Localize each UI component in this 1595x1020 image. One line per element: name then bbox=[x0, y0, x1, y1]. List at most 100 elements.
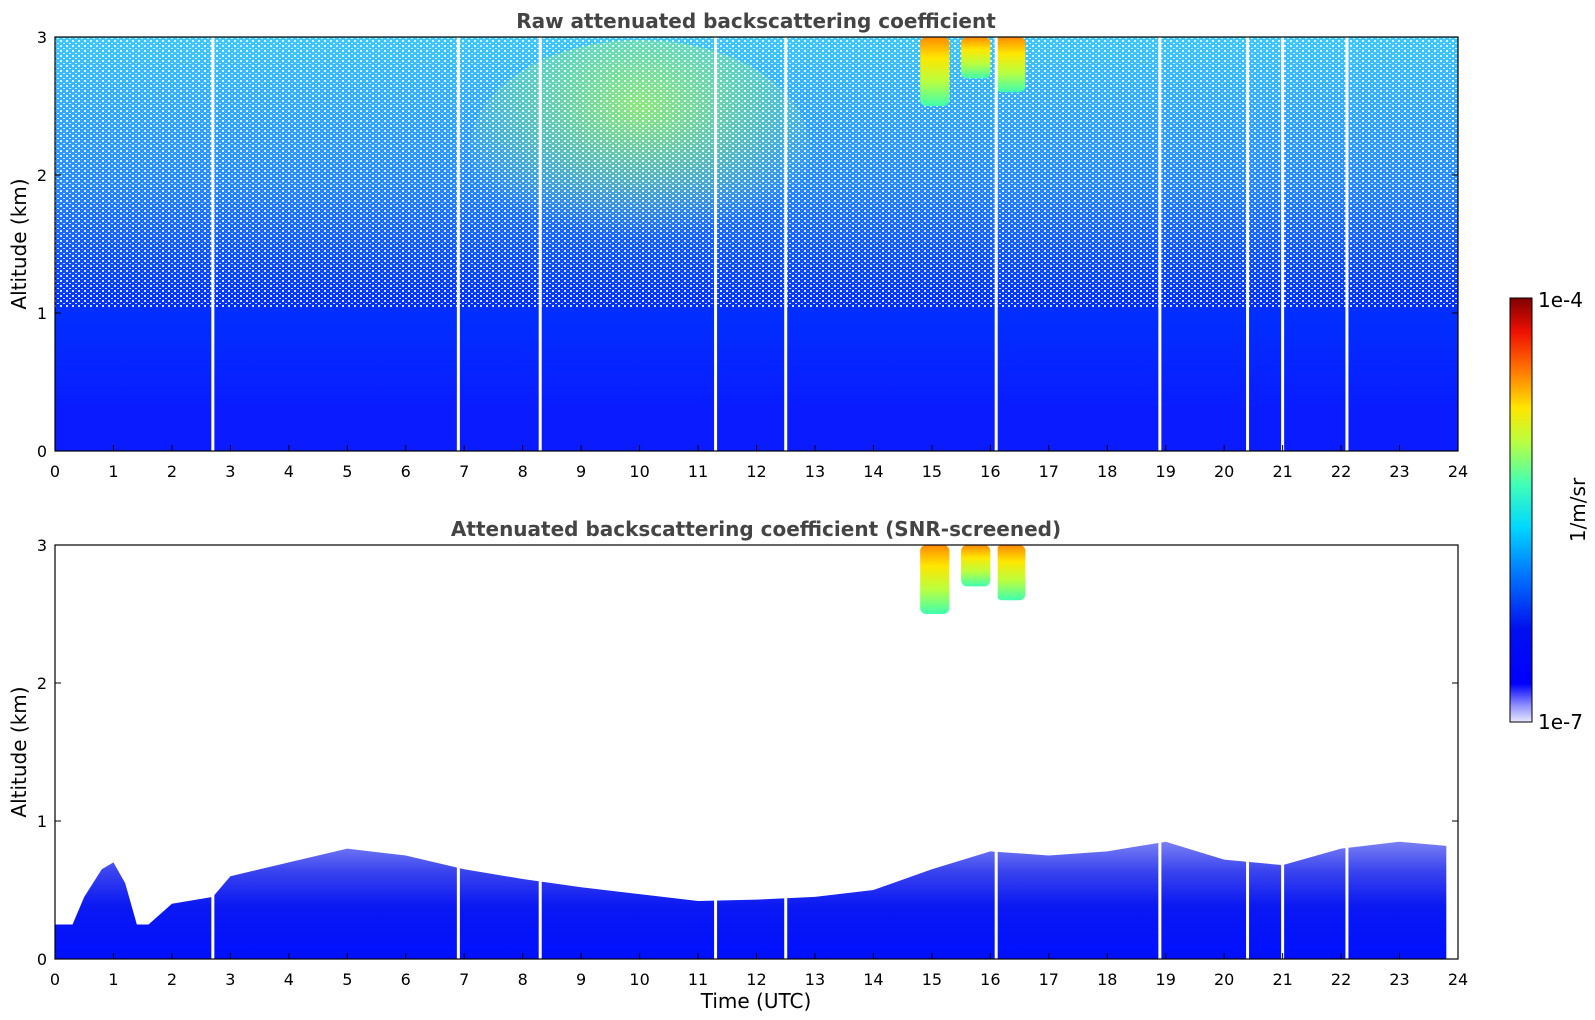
snr-axes: 0 1 2 3 4 5 6 7 8 9 10 11 12 13 14 15 16 17 18 19 20 21 22 23 24… bbox=[37, 536, 1468, 989]
raw-x-tick-label: 11 bbox=[688, 462, 708, 481]
snr-y-tick-label: 3 bbox=[37, 536, 47, 555]
raw-x-tick-label: 21 bbox=[1272, 462, 1292, 481]
raw-data-gap bbox=[1246, 37, 1250, 451]
raw-data-gap bbox=[1345, 37, 1349, 451]
snr-x-tick-label: 6 bbox=[401, 970, 411, 989]
snr-x-tick-label: 3 bbox=[225, 970, 235, 989]
raw-x-tick-label: 10 bbox=[629, 462, 649, 481]
raw-noise-speckle bbox=[55, 37, 1458, 307]
raw-cloud-layer bbox=[920, 37, 1026, 106]
colorbar-max-label: 1e-4 bbox=[1538, 288, 1583, 312]
raw-y-tick-label: 2 bbox=[37, 166, 47, 185]
raw-axes: 0 1 2 3 4 5 6 7 8 9 10 11 12 13 14 15 16 17 18 19 20 21 22 23 24… bbox=[37, 28, 1468, 481]
raw-data-gap bbox=[1281, 37, 1285, 451]
snr-x-tick-label: 2 bbox=[167, 970, 177, 989]
snr-x-tick-label: 5 bbox=[342, 970, 352, 989]
raw-x-tick-label: 20 bbox=[1214, 462, 1234, 481]
snr-y-tick-label: 1 bbox=[37, 812, 47, 831]
snr-x-tick-label: 21 bbox=[1272, 970, 1292, 989]
snr-data-gaps bbox=[211, 545, 1349, 959]
snr-data-gap bbox=[1246, 545, 1250, 959]
snr-data-gap bbox=[784, 545, 788, 959]
snr-cloud-feature bbox=[920, 545, 950, 614]
snr-data-gap bbox=[714, 545, 718, 959]
snr-x-tick-label: 4 bbox=[284, 970, 294, 989]
snr-cloud-feature bbox=[961, 545, 991, 587]
snr-x-tick-label: 11 bbox=[688, 970, 708, 989]
snr-data-gap bbox=[1345, 545, 1349, 959]
snr-x-tick-label: 16 bbox=[980, 970, 1000, 989]
snr-cloud-feature bbox=[996, 545, 1026, 601]
snr-x-tick-label: 9 bbox=[576, 970, 586, 989]
raw-data-gaps bbox=[211, 37, 1349, 451]
raw-y-tick-label: 1 bbox=[37, 304, 47, 323]
snr-y-tick-label: 0 bbox=[37, 950, 47, 969]
raw-y-tick-label: 3 bbox=[37, 28, 47, 47]
snr-panel-title: Attenuated backscattering coefficient (S… bbox=[451, 517, 1061, 541]
snr-data-gap bbox=[538, 545, 542, 959]
colorbar-min-label: 1e-7 bbox=[1538, 710, 1583, 734]
raw-x-tick-label: 23 bbox=[1389, 462, 1409, 481]
raw-data-gap bbox=[456, 37, 460, 451]
raw-x-tick-label: 13 bbox=[805, 462, 825, 481]
snr-x-tick-label: 7 bbox=[459, 970, 469, 989]
colorbar-bar bbox=[1509, 297, 1533, 723]
snr-data-gap bbox=[994, 545, 998, 959]
raw-cloud-feature bbox=[961, 37, 991, 79]
snr-heatmap bbox=[55, 545, 1447, 959]
raw-x-tick-label: 6 bbox=[401, 462, 411, 481]
snr-x-tick-label: 19 bbox=[1156, 970, 1176, 989]
raw-x-tick-label: 18 bbox=[1097, 462, 1117, 481]
colorbar-unit-label: 1/m/sr bbox=[1566, 477, 1590, 542]
raw-data-gap bbox=[538, 37, 542, 451]
snr-x-tick-label: 8 bbox=[518, 970, 528, 989]
raw-x-tick-label: 4 bbox=[284, 462, 294, 481]
raw-x-tick-label: 3 bbox=[225, 462, 235, 481]
raw-backscatter-panel: Raw attenuated backscattering coefficien… bbox=[7, 9, 1468, 481]
snr-x-tick-label: 10 bbox=[629, 970, 649, 989]
snr-x-tick-label: 0 bbox=[50, 970, 60, 989]
raw-x-tick-label: 22 bbox=[1331, 462, 1351, 481]
boundary-layer-region bbox=[55, 841, 1447, 959]
raw-y-tick-label: 0 bbox=[37, 442, 47, 461]
snr-data-gap bbox=[211, 545, 215, 959]
snr-x-tick-label: 14 bbox=[863, 970, 883, 989]
raw-data-gap bbox=[714, 37, 718, 451]
raw-heatmap bbox=[55, 37, 1458, 451]
snr-x-tick-label: 23 bbox=[1389, 970, 1409, 989]
raw-x-tick-label: 14 bbox=[863, 462, 883, 481]
raw-x-tick-label: 15 bbox=[922, 462, 942, 481]
x-axis-label: Time (UTC) bbox=[700, 989, 812, 1013]
raw-panel-title: Raw attenuated backscattering coefficien… bbox=[516, 9, 996, 33]
snr-x-tick-label: 18 bbox=[1097, 970, 1117, 989]
snr-y-tick-label: 2 bbox=[37, 674, 47, 693]
raw-x-tick-label: 9 bbox=[576, 462, 586, 481]
raw-x-tick-label: 17 bbox=[1039, 462, 1059, 481]
raw-x-tick-label: 5 bbox=[342, 462, 352, 481]
snr-x-tick-label: 17 bbox=[1039, 970, 1059, 989]
raw-data-gap bbox=[211, 37, 215, 451]
raw-cloud-feature bbox=[996, 37, 1026, 93]
raw-x-tick-label: 0 bbox=[50, 462, 60, 481]
raw-x-tick-label: 2 bbox=[167, 462, 177, 481]
snr-y-axis-label: Altitude (km) bbox=[7, 686, 31, 817]
raw-x-tick-label: 16 bbox=[980, 462, 1000, 481]
snr-x-tick-label: 15 bbox=[922, 970, 942, 989]
raw-y-axis-label: Altitude (km) bbox=[7, 178, 31, 309]
snr-data-gap bbox=[1158, 545, 1162, 959]
colorbar: 1e-4 1e-7 1/m/sr bbox=[1509, 288, 1590, 734]
raw-x-tick-label: 24 bbox=[1448, 462, 1468, 481]
raw-x-tick-label: 12 bbox=[746, 462, 766, 481]
raw-data-gap bbox=[784, 37, 788, 451]
raw-x-tick-label: 1 bbox=[108, 462, 118, 481]
snr-x-tick-label: 13 bbox=[805, 970, 825, 989]
snr-data-gap bbox=[456, 545, 460, 959]
snr-cloud-layer bbox=[920, 545, 1026, 614]
raw-x-tick-label: 7 bbox=[459, 462, 469, 481]
raw-data-gap bbox=[994, 37, 998, 451]
snr-screened-panel: Attenuated backscattering coefficient (S… bbox=[7, 517, 1468, 1013]
snr-x-tick-label: 12 bbox=[746, 970, 766, 989]
raw-x-tick-label: 8 bbox=[518, 462, 528, 481]
snr-x-tick-label: 1 bbox=[108, 970, 118, 989]
